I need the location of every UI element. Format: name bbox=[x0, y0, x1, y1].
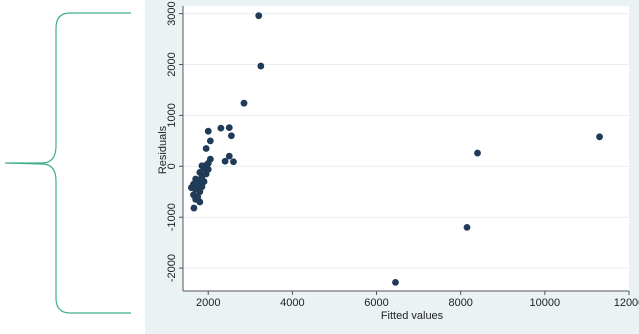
x-tick-label: 4000 bbox=[280, 297, 304, 309]
data-points bbox=[188, 12, 603, 286]
y-tick-label: -2000 bbox=[166, 254, 178, 282]
data-point bbox=[227, 132, 235, 140]
data-point bbox=[463, 223, 471, 231]
data-point bbox=[206, 137, 214, 145]
data-point bbox=[196, 198, 204, 206]
x-axis-title: Fitted values bbox=[381, 310, 444, 322]
y-tick-label: 1000 bbox=[166, 103, 178, 127]
y-tick-label: 2000 bbox=[166, 52, 178, 76]
data-point bbox=[204, 127, 212, 135]
data-point bbox=[221, 157, 229, 165]
y-axis: -2000 -1000 0 1000 2000 3000 bbox=[166, 1, 184, 291]
data-point bbox=[255, 12, 263, 20]
data-point bbox=[196, 188, 204, 196]
data-point bbox=[202, 145, 210, 152]
plot-area bbox=[183, 6, 629, 291]
x-tick-label: 6000 bbox=[364, 297, 388, 309]
curly-brace-icon bbox=[4, 12, 131, 314]
x-tick-label: 8000 bbox=[448, 297, 472, 309]
data-point bbox=[225, 152, 233, 160]
data-point bbox=[257, 62, 265, 70]
brace-path bbox=[4, 12, 131, 314]
x-tick-label: 12000 bbox=[614, 297, 639, 309]
y-tick-label: 0 bbox=[166, 163, 178, 169]
y-axis-title: Residuals bbox=[157, 125, 169, 174]
gridlines bbox=[183, 13, 629, 269]
data-point bbox=[217, 124, 225, 132]
x-tick-label: 10000 bbox=[530, 297, 561, 309]
y-tick-label: 3000 bbox=[166, 1, 178, 25]
data-point bbox=[225, 124, 233, 132]
data-point bbox=[200, 178, 208, 185]
data-point bbox=[240, 99, 248, 107]
data-point bbox=[596, 133, 603, 141]
data-point bbox=[198, 183, 206, 191]
data-point bbox=[190, 204, 198, 212]
data-point bbox=[392, 278, 399, 286]
x-tick-label: 2000 bbox=[196, 297, 220, 309]
data-point bbox=[474, 149, 481, 157]
data-point bbox=[230, 158, 237, 166]
x-axis: 2000 4000 6000 8000 10000 12000 bbox=[183, 290, 639, 309]
y-tick-label: -1000 bbox=[166, 203, 178, 231]
